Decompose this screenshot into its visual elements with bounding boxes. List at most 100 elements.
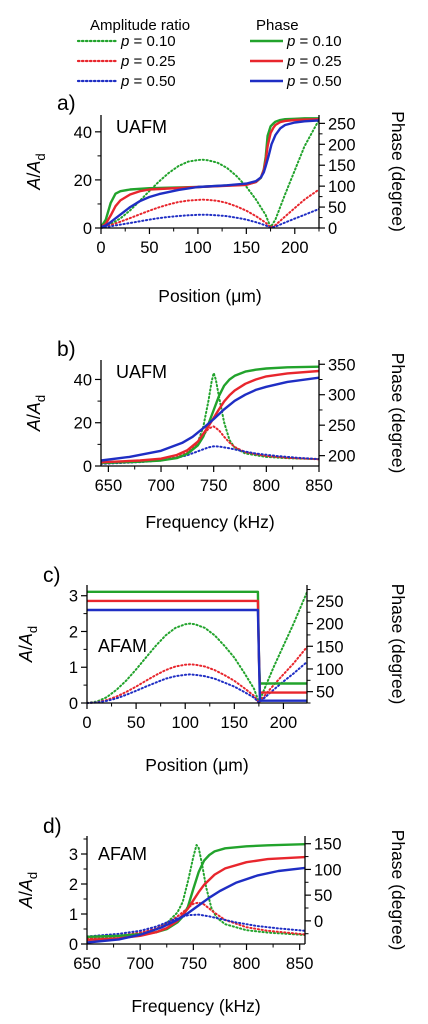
left-y-tick-label: 40: [74, 371, 92, 389]
legend-phase-label-3: p = 0.50: [286, 73, 342, 90]
x-tick-label: 0: [82, 714, 91, 732]
plot-area: [87, 590, 307, 704]
legend-phase-label-2: p = 0.25: [286, 53, 342, 70]
legend-amplitude-label-2: p = 0.25: [120, 53, 176, 70]
left-y-tick-label: 40: [74, 124, 92, 142]
right-y-tick-label: 200: [316, 616, 344, 634]
right-y-tick-label: 50: [314, 887, 332, 905]
left-y-tick-label: 2: [69, 876, 78, 894]
left-y-axis-label: A/Ad: [16, 872, 40, 909]
left-y-tick-label: 0: [69, 936, 78, 954]
x-tick-label: 850: [305, 477, 333, 495]
plot-area: [87, 843, 305, 944]
x-tick-label: 50: [140, 239, 158, 257]
legend-amplitude-label-1: p = 0.10: [120, 33, 176, 50]
left-y-tick-label: 3: [69, 846, 78, 864]
x-tick-label: 800: [253, 477, 281, 495]
left-y-tick-label: 3: [69, 588, 78, 606]
x-tick-label: 650: [73, 955, 101, 973]
x-tick-label: 750: [200, 477, 228, 495]
amplitude-series-3: [87, 660, 307, 704]
right-y-tick-label: 100: [314, 861, 342, 879]
phase-series-2: [87, 855, 305, 942]
right-y-axis-label: Phase (degree): [388, 111, 408, 232]
amplitude-series-1: [87, 591, 307, 704]
x-tick-label: 850: [286, 955, 314, 973]
right-y-tick-label: 100: [328, 178, 356, 196]
legend-phase-label-1: p = 0.10: [286, 33, 342, 50]
right-y-axis-label: Phase (degree): [388, 830, 408, 951]
panel-label: a): [57, 92, 76, 115]
amplitude-series-3: [101, 208, 319, 229]
panel-a: a) 0 50 100 150 200 0 20 40 0 50 100 150 200 250 UAFM Po…: [24, 92, 408, 306]
legend: Amplitude ratio Phase p = 0.10 p = 0.10 p …: [76, 17, 342, 90]
right-y-axis-label: Phase (degree): [388, 353, 408, 474]
left-y-tick-label: 1: [69, 906, 78, 924]
right-y-tick-label: 250: [316, 593, 344, 611]
amplitude-series-3: [87, 913, 305, 938]
panel-label: d): [43, 815, 62, 838]
panel-label: b): [57, 338, 76, 361]
right-y-tick-label: 150: [316, 638, 344, 656]
x-tick-label: 150: [221, 714, 249, 732]
legend-amplitude-heading: Amplitude ratio: [90, 17, 190, 34]
x-tick-label: 150: [233, 239, 261, 257]
phase-series-1: [101, 365, 319, 465]
panel-c: c) 0 50 100 150 200 0 1 2 3 50 100 150 200 250 AFAM Posi…: [16, 564, 408, 775]
plot-area: [101, 117, 319, 229]
phase-series-2: [101, 369, 319, 464]
right-y-tick-label: 150: [314, 836, 342, 854]
amplitude-series-2: [101, 188, 319, 229]
left-y-axis-label: A/Ad: [24, 153, 48, 190]
x-axis-label: Frequency (kHz): [131, 996, 260, 1016]
right-y-tick-label: 100: [316, 661, 344, 679]
right-y-tick-label: 150: [328, 157, 356, 175]
x-axis-label: Frequency (kHz): [145, 512, 274, 532]
left-y-tick-label: 2: [69, 623, 78, 641]
left-y-tick-label: 1: [69, 659, 78, 677]
amplitude-series-1: [101, 118, 319, 229]
left-y-axis-label: A/Ad: [16, 626, 40, 663]
left-y-tick-label: 0: [69, 695, 78, 713]
left-y-tick-label: 0: [83, 220, 92, 238]
panel-title: UAFM: [116, 117, 167, 137]
phase-series-3: [101, 376, 319, 462]
x-tick-label: 0: [96, 239, 105, 257]
x-tick-label: 200: [281, 239, 309, 257]
right-y-tick-label: 200: [328, 136, 356, 154]
panel-title: AFAM: [98, 636, 147, 656]
x-tick-label: 750: [180, 955, 208, 973]
amplitude-series-2: [101, 425, 319, 465]
panel-d: d) 650 700 750 800 850 0 1 2 3 0 50 100 150 AFAM Freque…: [16, 815, 408, 1016]
right-y-tick-label: 250: [328, 115, 356, 133]
right-y-tick-label: 0: [328, 220, 337, 238]
x-axis-label: Position (μm): [145, 755, 248, 775]
panels: a)0 50 100 150 20002040050100150200250UAFMPo…: [16, 92, 408, 1016]
right-y-tick-label: 50: [316, 684, 334, 702]
x-tick-label: 100: [171, 714, 199, 732]
x-tick-label: 650: [95, 477, 123, 495]
x-tick-label: 700: [126, 955, 154, 973]
right-y-axis-label: Phase (degree): [388, 584, 408, 705]
left-y-tick-label: 20: [74, 172, 92, 190]
plot-area: [101, 365, 319, 465]
left-y-tick-label: 0: [83, 458, 92, 476]
left-y-tick-label: 20: [74, 415, 92, 433]
phase-series-3: [101, 119, 319, 229]
right-y-tick-label: 0: [314, 913, 323, 931]
phase-series-3: [87, 866, 305, 944]
panel-title: AFAM: [98, 844, 147, 864]
legend-phase-heading: Phase: [256, 17, 299, 34]
panel-title: UAFM: [116, 362, 167, 382]
legend-amplitude-label-3: p = 0.50: [120, 73, 176, 90]
x-tick-label: 700: [147, 477, 175, 495]
left-y-axis-label: A/Ad: [24, 395, 48, 432]
x-tick-label: 200: [270, 714, 298, 732]
x-tick-label: 100: [184, 239, 212, 257]
amplitude-series-2: [87, 645, 307, 704]
right-y-tick-label: 250: [328, 417, 356, 435]
x-axis-label: Position (μm): [158, 286, 261, 306]
amplitude-series-2: [87, 901, 305, 939]
right-y-tick-label: 200: [328, 448, 356, 466]
